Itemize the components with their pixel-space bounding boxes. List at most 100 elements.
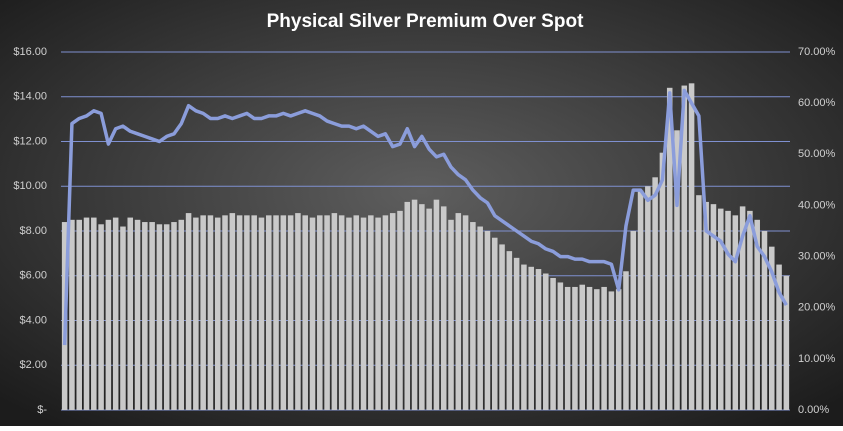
bar — [506, 251, 513, 410]
y-tick-label: $2.00 — [19, 359, 47, 371]
bar — [134, 219, 141, 410]
bar — [411, 199, 418, 410]
bar — [601, 286, 607, 410]
y2-tick-label: 60.00% — [798, 97, 836, 109]
y-tick-label: $6.00 — [19, 270, 47, 282]
bar — [397, 210, 403, 410]
bar — [674, 130, 680, 410]
y-tick-label: $- — [37, 404, 47, 416]
bar — [295, 213, 301, 410]
bar — [499, 244, 505, 410]
bar — [557, 282, 564, 410]
bar — [120, 226, 126, 410]
bar — [776, 264, 782, 410]
bar — [229, 213, 236, 410]
bar — [462, 215, 469, 410]
y2-tick-label: 40.00% — [798, 199, 836, 211]
bar — [156, 224, 163, 410]
bar — [637, 190, 644, 410]
bar — [149, 222, 155, 410]
bar — [258, 217, 265, 410]
bar — [448, 219, 454, 410]
bar — [564, 286, 571, 410]
bar — [513, 257, 520, 410]
bar — [681, 85, 688, 410]
y-tick-label: $10.00 — [13, 180, 47, 192]
bar — [309, 217, 316, 410]
y2-tick-label: 20.00% — [798, 302, 836, 314]
bar — [710, 204, 717, 410]
bar — [594, 289, 600, 410]
bar — [265, 215, 272, 410]
bar — [338, 215, 345, 410]
y2-tick-label: 70.00% — [798, 46, 836, 58]
bar — [696, 195, 702, 410]
y-tick-label: $14.00 — [13, 91, 47, 103]
bar — [317, 215, 323, 410]
bar — [382, 215, 389, 410]
bar — [754, 219, 760, 410]
bar — [586, 286, 593, 410]
y-tick-label: $4.00 — [19, 314, 47, 326]
bar — [703, 201, 709, 410]
bar — [404, 201, 411, 410]
bar — [630, 231, 637, 410]
bar — [659, 152, 666, 410]
bar — [214, 217, 221, 410]
bar — [69, 219, 75, 410]
bar — [353, 215, 360, 410]
bar — [433, 199, 440, 410]
bar — [360, 217, 367, 410]
bar — [528, 266, 534, 410]
bar — [484, 231, 491, 410]
bar — [783, 275, 790, 410]
bar — [105, 219, 112, 410]
bar — [207, 215, 214, 410]
bar — [83, 217, 90, 410]
bar — [550, 277, 556, 410]
bar — [623, 271, 629, 410]
bar — [455, 213, 462, 410]
bar — [76, 219, 82, 410]
bar — [346, 217, 352, 410]
bar — [572, 286, 578, 410]
bar — [491, 237, 498, 410]
bar — [127, 217, 134, 410]
bar — [535, 269, 542, 410]
bar — [163, 224, 170, 410]
bar — [142, 222, 148, 410]
bar — [222, 215, 228, 410]
bar — [302, 215, 308, 410]
y-tick-label: $16.00 — [13, 46, 47, 58]
bar — [273, 215, 279, 410]
bar — [193, 217, 199, 410]
bar — [331, 213, 338, 410]
bar — [236, 215, 243, 410]
bar — [178, 219, 185, 410]
bar — [543, 273, 549, 410]
bar — [739, 206, 746, 410]
y2-tick-label: 30.00% — [798, 250, 836, 262]
bar — [389, 213, 396, 410]
y2-tick-label: 50.00% — [798, 148, 836, 160]
bar — [419, 204, 425, 410]
bar — [112, 217, 119, 410]
bar — [688, 83, 695, 410]
bar — [287, 215, 294, 410]
bar — [368, 215, 374, 410]
bar — [98, 224, 104, 410]
bar — [608, 291, 615, 410]
bar — [521, 264, 527, 410]
y-tick-label: $12.00 — [13, 135, 47, 147]
bar — [470, 222, 476, 410]
y2-tick-label: 0.00% — [798, 404, 829, 416]
y-tick-label: $8.00 — [19, 225, 47, 237]
bar — [666, 87, 673, 411]
bar — [579, 284, 586, 410]
bar — [375, 217, 381, 410]
bar — [244, 215, 250, 410]
bar — [652, 177, 658, 410]
y2-tick-label: 10.00% — [798, 353, 836, 365]
